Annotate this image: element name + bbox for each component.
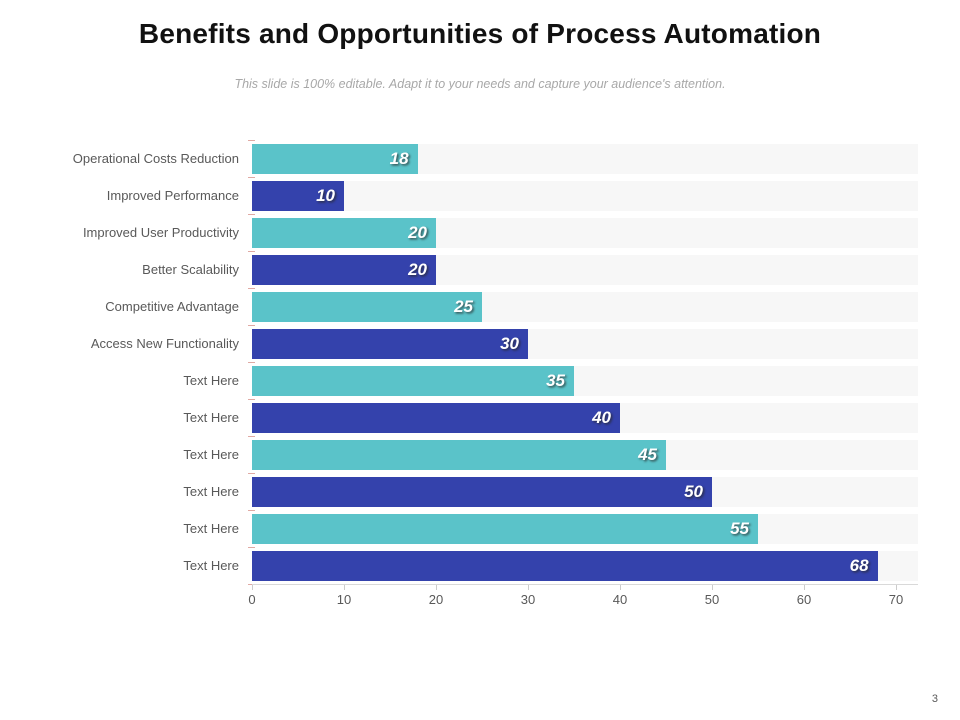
bar: 20 <box>252 217 436 248</box>
category-label: Text Here <box>183 521 239 536</box>
value-label: 20 <box>408 259 427 279</box>
y-axis-tick <box>248 473 255 474</box>
category-label: Text Here <box>183 447 239 462</box>
chart-row: Text Here 35 <box>0 362 918 399</box>
bar: 50 <box>252 476 712 507</box>
x-axis: 0 10 20 30 40 50 60 70 <box>248 584 918 612</box>
plot-cell: 55 <box>252 510 918 547</box>
plot-cell: 25 <box>252 288 918 325</box>
value-label: 35 <box>546 370 565 390</box>
x-axis-tick-label: 10 <box>336 592 352 607</box>
plot-cell: 50 <box>252 473 918 510</box>
row-band <box>252 180 918 211</box>
x-axis-tick <box>252 585 253 590</box>
bar: 35 <box>252 365 574 396</box>
chart-row: Competitive Advantage 25 <box>0 288 918 325</box>
y-axis-tick <box>248 140 255 141</box>
value-label: 18 <box>389 148 409 168</box>
chart-row: Text Here 55 <box>0 510 918 547</box>
bar: 10 <box>252 180 344 211</box>
x-axis-tick-label: 70 <box>888 592 904 607</box>
y-axis-tick <box>248 325 255 326</box>
bar: 25 <box>252 291 482 322</box>
category-label: Access New Functionality <box>90 336 239 351</box>
bar: 40 <box>252 402 620 433</box>
value-label: 25 <box>454 296 473 316</box>
category-label: Improved User Productivity <box>82 225 239 240</box>
value-label: 20 <box>408 222 427 242</box>
bar: 18 <box>252 143 418 174</box>
category-label: Competitive Advantage <box>105 299 239 314</box>
category-label: Better Scalability <box>142 262 239 277</box>
value-label: 68 <box>849 555 869 575</box>
plot-cell: 20 <box>252 251 918 288</box>
value-label: 10 <box>316 185 335 205</box>
x-axis-tick <box>712 585 713 590</box>
bar-chart: Operational Costs Reduction 18 Improved Pe… <box>0 140 930 612</box>
bar: 55 <box>252 513 758 544</box>
chart-row: Text Here 68 <box>0 547 918 584</box>
bar: 45 <box>252 439 666 470</box>
value-label: 55 <box>730 518 749 538</box>
category-label: Text Here <box>183 484 239 499</box>
category-label: Text Here <box>183 558 239 573</box>
y-axis-tick <box>248 214 255 215</box>
x-axis-tick <box>804 585 805 590</box>
plot-cell: 10 <box>252 177 918 214</box>
plot-cell: 68 <box>252 547 918 584</box>
y-axis-tick <box>248 177 255 178</box>
slide-title: Benefits and Opportunities of Process Au… <box>138 18 822 49</box>
category-label: Text Here <box>183 373 239 388</box>
y-axis-tick <box>248 251 255 252</box>
plot-cell: 35 <box>252 362 918 399</box>
x-axis-tick-label: 60 <box>796 592 812 607</box>
category-label: Improved Performance <box>106 188 239 203</box>
chart-row: Text Here 50 <box>0 473 918 510</box>
y-axis-tick <box>248 399 255 400</box>
x-axis-tick <box>896 585 897 590</box>
value-label: 45 <box>638 444 657 464</box>
category-label: Operational Costs Reduction <box>72 151 239 166</box>
plot-cell: 20 <box>252 214 918 251</box>
x-axis-tick-label: 20 <box>428 592 444 607</box>
x-axis-tick <box>528 585 529 590</box>
chart-row: Text Here 40 <box>0 399 918 436</box>
chart-row: Better Scalability 20 <box>0 251 918 288</box>
y-axis-tick <box>248 510 255 511</box>
chart-row: Improved Performance 10 <box>0 177 918 214</box>
bar: 20 <box>252 254 436 285</box>
y-axis-tick <box>248 288 255 289</box>
page-number: 3 <box>931 693 938 705</box>
bar: 30 <box>252 328 528 359</box>
plot-cell: 45 <box>252 436 918 473</box>
chart-row: Operational Costs Reduction 18 <box>0 140 918 177</box>
chart-row: Improved User Productivity 20 <box>0 214 918 251</box>
chart-rows: Operational Costs Reduction 18 Improved Pe… <box>0 140 918 585</box>
x-axis-tick <box>620 585 621 590</box>
value-label: 50 <box>684 481 703 501</box>
bar: 68 <box>252 550 878 581</box>
category-label: Text Here <box>183 410 239 425</box>
slide-subtitle: This slide is 100% editable. Adapt it to… <box>234 77 726 91</box>
x-axis-tick-label: 0 <box>248 592 256 607</box>
value-label: 40 <box>592 407 611 427</box>
chart-row: Text Here 45 <box>0 436 918 473</box>
y-axis-tick <box>248 584 255 585</box>
value-label: 30 <box>500 333 519 353</box>
chart-row: Access New Functionality 30 <box>0 325 918 362</box>
x-axis-tick-label: 40 <box>612 592 628 607</box>
x-axis-tick <box>436 585 437 590</box>
y-axis-tick <box>248 362 255 363</box>
plot-cell: 18 <box>252 140 918 177</box>
x-axis-tick <box>344 585 345 590</box>
plot-cell: 40 <box>252 399 918 436</box>
y-axis-tick <box>248 436 255 437</box>
plot-cell: 30 <box>252 325 918 362</box>
x-axis-tick-label: 30 <box>520 592 536 607</box>
y-axis-tick <box>248 547 255 548</box>
x-axis-tick-label: 50 <box>704 592 720 607</box>
